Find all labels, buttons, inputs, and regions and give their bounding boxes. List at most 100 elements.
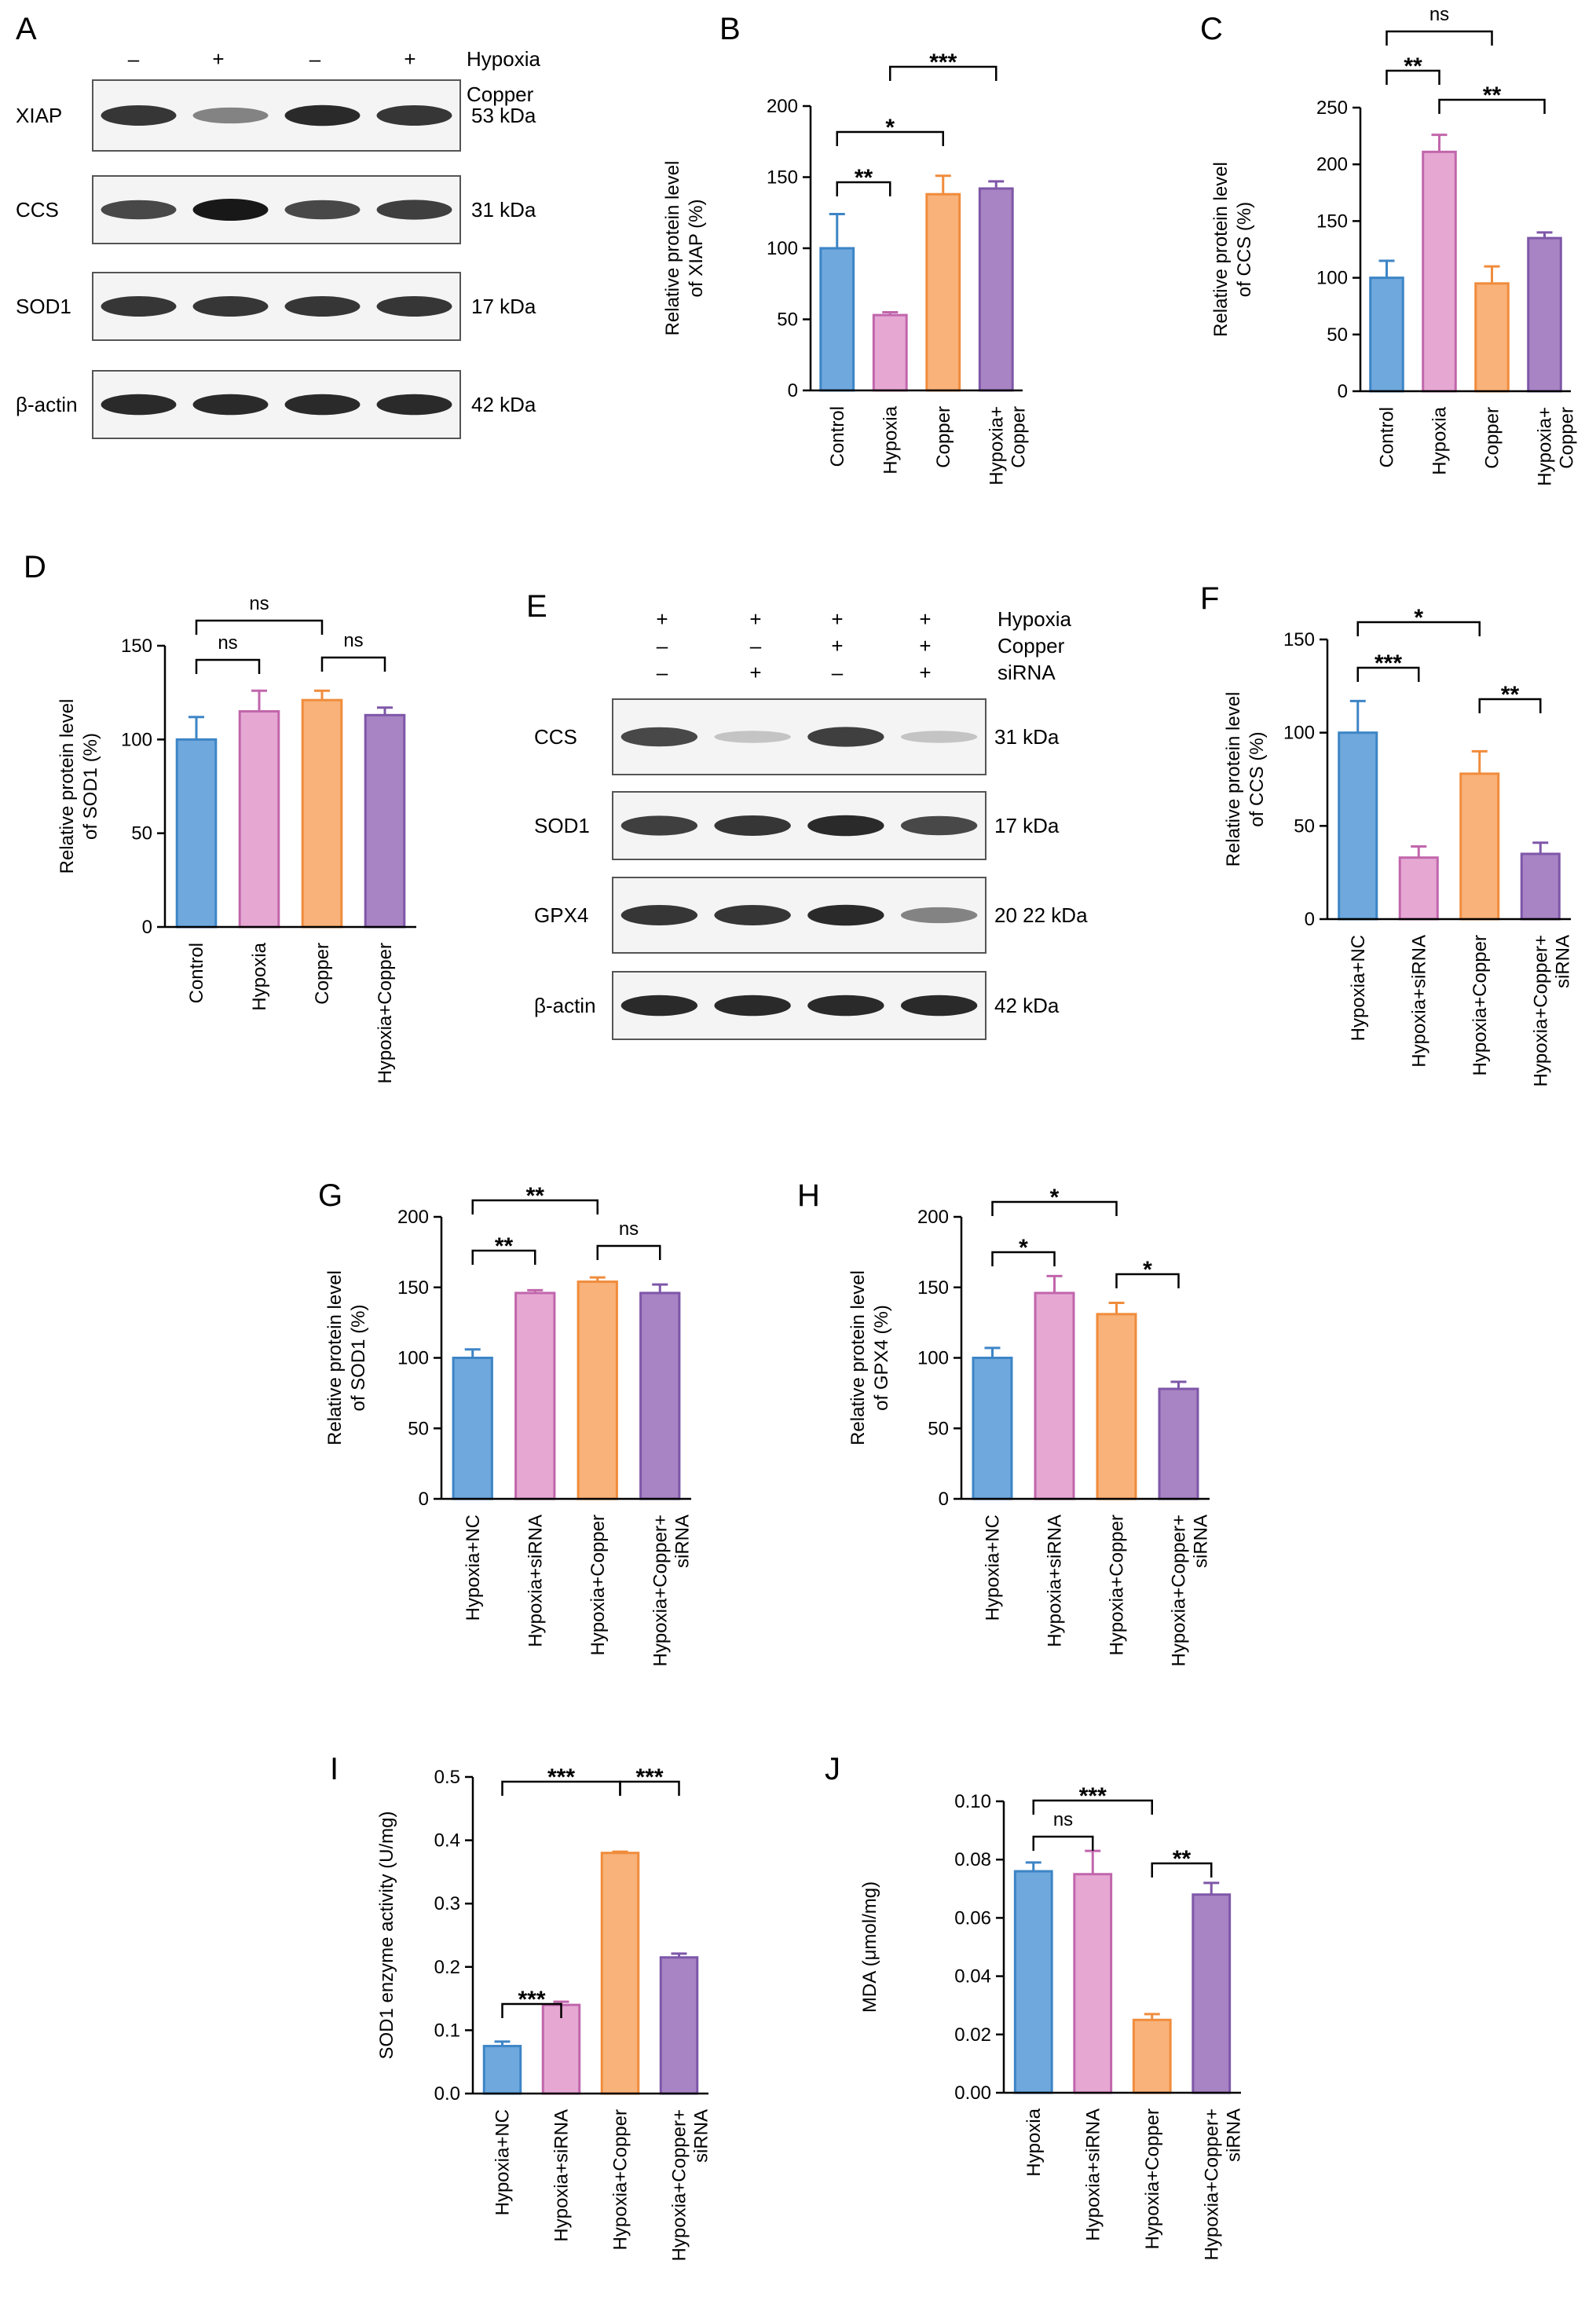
significance-bracket: ns	[195, 593, 324, 635]
significance-label: ns	[218, 632, 237, 654]
category-label-text: Hypoxia	[1429, 406, 1451, 474]
significance-bracket: ***	[619, 1764, 680, 1796]
blot-band	[620, 815, 698, 836]
blot-band	[192, 107, 269, 124]
significance-bracket: **	[1151, 1846, 1213, 1878]
category-label-line: Hypoxia+Copper	[1470, 935, 1491, 1075]
panel-letter-D: D	[24, 550, 46, 584]
bracket-line	[991, 1251, 1056, 1266]
y-tick-label: 100	[1283, 723, 1315, 744]
y-tick-label: 50	[928, 1418, 949, 1439]
category-label-line: siRNA	[1552, 935, 1573, 988]
category-label: Hypoxia	[1429, 406, 1451, 474]
bracket-line	[195, 658, 261, 674]
y-tick-label: 100	[397, 1348, 429, 1369]
protein-label: β-actin	[16, 393, 78, 416]
blot-band	[192, 394, 269, 416]
category-label: Hypoxia+Copper	[375, 943, 396, 1083]
y-tick-label: 50	[777, 310, 798, 331]
protein-label: CCS	[534, 725, 577, 749]
bar	[600, 1852, 640, 2095]
y-tick-label: 0.1	[434, 2020, 460, 2041]
y-axis-label: SOD1 enzyme activity (U/mg)	[376, 1811, 397, 2059]
protein-label: SOD1	[16, 295, 71, 318]
category-label-text: Hypoxia	[880, 405, 901, 474]
y-tick-label: 0	[1305, 909, 1315, 930]
condition-mark: –	[657, 661, 668, 684]
category-label-text: Control	[186, 943, 207, 1003]
y-axis-label-line: of XIAP (%)	[686, 200, 707, 298]
blot-row-XIAP: XIAP 53 kDa	[16, 79, 536, 152]
condition-mark: +	[919, 634, 931, 658]
category-label-text: Control	[1377, 407, 1398, 467]
condition-mark: +	[919, 607, 931, 631]
blot-band	[284, 394, 361, 416]
protein-label: β-actin	[534, 994, 596, 1017]
y-axis-label-line: of CCS (%)	[1234, 202, 1255, 297]
significance-label: **	[495, 1233, 514, 1259]
blot-band	[101, 394, 177, 416]
bar	[819, 247, 855, 392]
category-label-line: Hypoxia+NC	[983, 1515, 1004, 1621]
protein-label: CCS	[16, 198, 59, 222]
category-label-text: Hypoxia+siRNA	[1045, 1515, 1066, 1647]
category-label-line: siRNA	[1191, 1515, 1212, 1568]
condition-mark: +	[656, 607, 668, 631]
blot-row-β-actin: β-actin 42 kDa	[534, 971, 1060, 1040]
significance-label: **	[1404, 53, 1422, 79]
chart-G: G 0 50 100 150 200 Relative protein level of SO…	[318, 1178, 693, 1666]
significance-bracket: ns	[195, 632, 261, 674]
blot-band	[807, 904, 884, 926]
y-axis-label-line: Relative protein level	[662, 161, 683, 336]
category-label: Hypoxia+Copper	[1107, 1515, 1128, 1655]
y-axis-label: Relative protein level of CCS (%)	[1210, 162, 1255, 337]
blot-band	[192, 199, 269, 221]
significance-label: ns	[343, 630, 363, 651]
y-tick-label: 150	[1316, 211, 1348, 232]
bar	[659, 1956, 699, 2095]
category-label-text: Copper	[933, 406, 954, 468]
y-tick-label: 150	[397, 1277, 429, 1299]
y-tick-label: 0	[1338, 381, 1348, 402]
bar	[1369, 277, 1404, 393]
category-label-text: Hypoxia+Copper+siRNA	[650, 1515, 693, 1666]
category-label: Control	[186, 943, 207, 1003]
bar	[1459, 772, 1500, 921]
category-label-line: Hypoxia	[1023, 2108, 1045, 2176]
category-label: Hypoxia	[249, 942, 270, 1010]
panel-letter-A: A	[16, 12, 37, 46]
chart-D: D 0 50 100 150 Relative protein level of SOD1 …	[24, 550, 416, 1083]
category-label-line: siRNA	[1223, 2108, 1244, 2162]
category-label: Hypoxia+NC	[983, 1515, 1004, 1621]
bracket-line	[1032, 1799, 1153, 1815]
y-axis-label-line: Relative protein level	[847, 1270, 869, 1445]
category-label-line: Hypoxia+Copper+	[650, 1515, 671, 1666]
y-axis-label-text: MDA (μmol/mg)	[859, 1881, 880, 2013]
y-axis-label: Relative protein level of SOD1 (%)	[324, 1270, 369, 1445]
y-axis-label: Relative protein level of GPX4 (%)	[847, 1270, 892, 1445]
significance-label: ***	[1375, 650, 1402, 676]
protein-label: SOD1	[534, 814, 590, 837]
kda-label: 20 22 kDa	[994, 903, 1088, 927]
category-label-line: Hypoxia	[249, 942, 270, 1010]
category-label-text: Hypoxia+Copper+siRNA	[1201, 2108, 1244, 2260]
bar	[1158, 1387, 1199, 1500]
bracket-line	[1356, 621, 1481, 636]
category-label-text: Hypoxia+NC	[983, 1515, 1004, 1621]
blot-row-CCS: CCS 31 kDa	[534, 698, 1060, 775]
kda-label: 17 kDa	[994, 814, 1060, 837]
category-label: Hypoxia+Copper+siRNA	[1169, 1515, 1212, 1666]
blot-row-CCS: CCS 31 kDa	[16, 175, 536, 244]
significance-label: ns	[1053, 1809, 1073, 1830]
category-label-line: Hypoxia+siRNA	[525, 1515, 546, 1647]
category-label-text: Hypoxia+Copper+siRNA	[1169, 1515, 1212, 1666]
bar	[925, 192, 961, 392]
category-label-text: Copper	[312, 943, 333, 1005]
bar	[238, 710, 280, 929]
significance-bracket: ns	[320, 630, 386, 672]
category-label-line: Hypoxia+siRNA	[551, 2109, 573, 2242]
y-tick-label: 150	[767, 167, 798, 189]
condition-label: Copper	[467, 82, 534, 106]
protein-label: GPX4	[534, 903, 588, 927]
